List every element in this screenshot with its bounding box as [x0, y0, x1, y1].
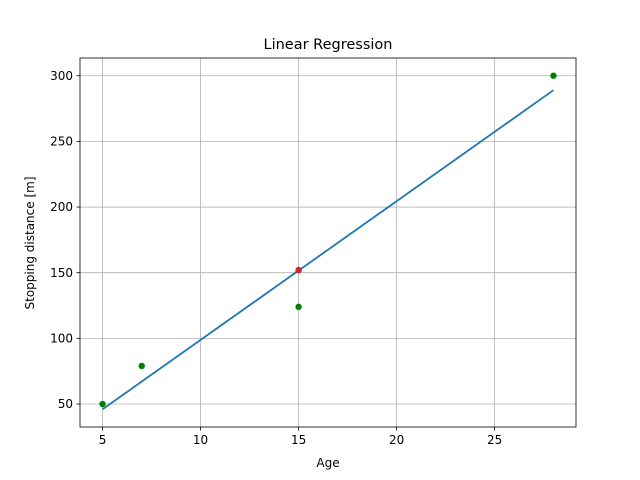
y-axis-label: Stopping distance [m]	[23, 177, 37, 310]
x-tick-label: 20	[389, 433, 404, 447]
y-tick-label: 250	[50, 135, 73, 149]
y-tick-label: 150	[50, 266, 73, 280]
x-tick-label: 25	[487, 433, 502, 447]
x-tick-label: 15	[291, 433, 306, 447]
x-axis-label: Age	[316, 456, 339, 470]
y-tick-label: 100	[50, 332, 73, 346]
chart-title: Linear Regression	[264, 37, 393, 53]
x-tick-label: 5	[99, 433, 107, 447]
y-tick-label: 300	[50, 69, 73, 83]
data-point	[99, 400, 106, 408]
plot-marks	[99, 72, 557, 411]
y-tick-label: 200	[50, 200, 73, 214]
data-point	[550, 72, 557, 79]
data-point	[138, 362, 145, 370]
regression-line	[102, 89, 554, 411]
plot-frame	[79, 57, 577, 428]
axis-ticks: 5 10 15 20 25 50 100 150 200 250 300	[50, 69, 502, 447]
data-point	[295, 303, 302, 311]
grid-lines	[80, 58, 576, 427]
y-tick-label: 50	[58, 397, 73, 411]
x-tick-label: 10	[193, 433, 208, 447]
data-point	[295, 266, 302, 274]
